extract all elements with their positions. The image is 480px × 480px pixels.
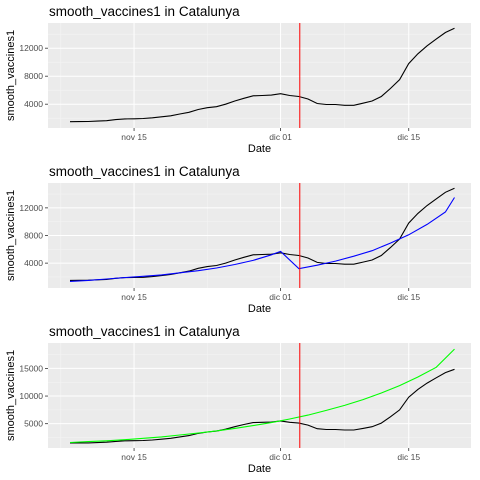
y-tick-label: 12000 [19, 203, 43, 213]
y-tick-label: 5000 [24, 419, 43, 429]
series-line-observed [69, 368, 455, 444]
y-tick-label: 10000 [19, 391, 43, 401]
x-tick-label: nov 15 [121, 452, 147, 462]
y-tick-label: 12000 [19, 43, 43, 53]
x-tick-label: dic 01 [269, 292, 292, 302]
series-line-fit [69, 348, 455, 444]
y-tick-label: 8000 [24, 231, 43, 241]
series-line-observed [69, 27, 455, 123]
x-tick-label: dic 15 [397, 452, 420, 462]
y-tick-label: 15000 [19, 363, 43, 373]
x-tick-label: dic 15 [397, 292, 420, 302]
x-axis-title: Date [248, 463, 271, 475]
x-axis-title: Date [248, 303, 271, 315]
x-axis-title: Date [248, 143, 271, 155]
chart-panel-3: 5000 10000 15000 nov 15 dic 01 dic 15 smooth_v… [5, 324, 471, 475]
chart-title: smooth_vaccines1 in Catalunya [49, 4, 240, 19]
chart-title: smooth_vaccines1 in Catalunya [49, 324, 240, 339]
x-tick-label: nov 15 [121, 132, 147, 142]
y-axis-title: smooth_vaccines1 [5, 350, 17, 441]
y-tick-label: 4000 [24, 99, 43, 109]
plot-panel-background [48, 343, 471, 448]
chart-panel-1: 4000 8000 12000 nov 15 dic 01 dic 15 smooth_va… [5, 4, 471, 155]
series-line-fit [69, 197, 455, 282]
series-line-observed [69, 187, 455, 281]
x-tick-label: dic 15 [397, 132, 420, 142]
plot-panel-background [48, 23, 471, 128]
y-axis-title: smooth_vaccines1 [5, 30, 17, 121]
x-tick-label: nov 15 [121, 292, 147, 302]
y-axis-title: smooth_vaccines1 [5, 190, 17, 281]
x-tick-label: dic 01 [269, 452, 292, 462]
y-tick-label: 8000 [24, 71, 43, 81]
x-tick-label: dic 01 [269, 132, 292, 142]
y-tick-label: 4000 [24, 258, 43, 268]
chart-panel-2: 4000 8000 12000 nov 15 dic 01 dic 15 smooth_va… [5, 164, 471, 315]
chart-title: smooth_vaccines1 in Catalunya [49, 164, 240, 179]
